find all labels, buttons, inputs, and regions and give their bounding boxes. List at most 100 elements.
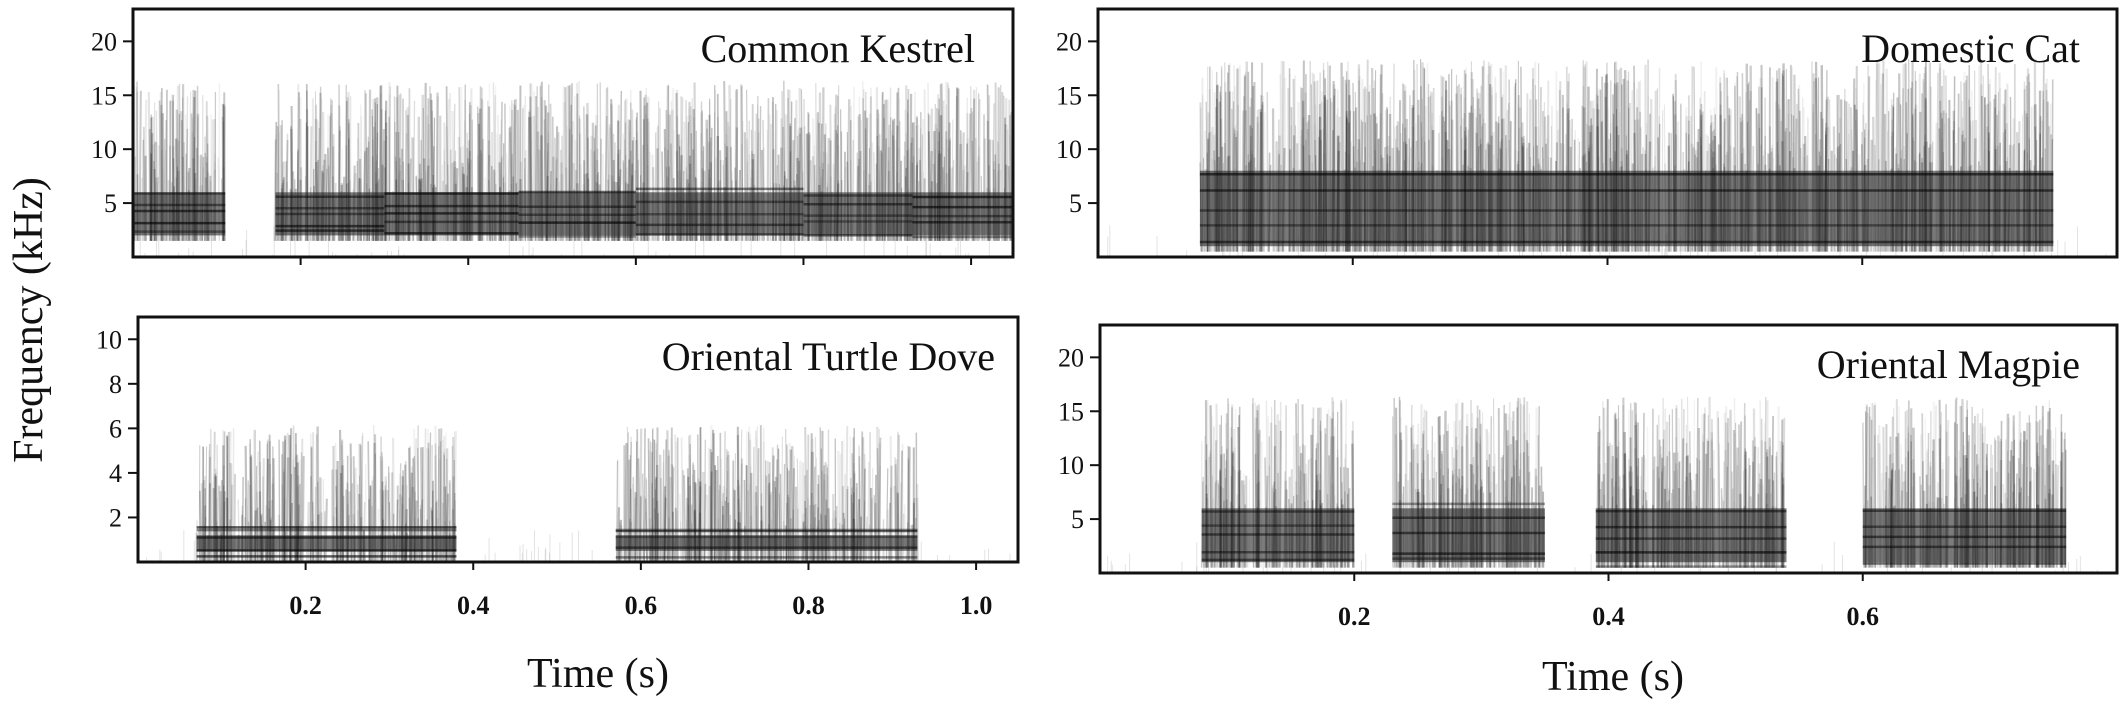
spectral-streak [974, 161, 979, 241]
spectral-streak [1591, 108, 1595, 252]
spectral-streak [368, 89, 372, 241]
spectral-streak [430, 99, 435, 241]
spectral-streak [1270, 406, 1273, 568]
spectral-streak [1314, 479, 1318, 568]
spectral-streak [783, 171, 786, 241]
call-energy-band [275, 192, 385, 236]
spectral-streak [171, 146, 175, 241]
spectral-streak [174, 177, 177, 241]
spectral-streak [846, 161, 850, 241]
spectral-streak [799, 127, 804, 241]
spectral-streak [757, 104, 760, 241]
spectral-streak [1332, 88, 1336, 252]
spectral-streak [2023, 110, 2026, 252]
spectral-streak [881, 91, 884, 241]
spectral-streak [966, 97, 969, 241]
spectral-streak [851, 139, 855, 241]
spectral-streak [400, 165, 403, 241]
spectral-streak [366, 136, 369, 241]
spectral-streak [1385, 157, 1389, 252]
spectral-streak [1418, 86, 1422, 252]
spectral-streak [634, 140, 638, 241]
spectral-streak [487, 180, 491, 241]
spectral-streak [804, 426, 808, 563]
spectral-streak [909, 142, 913, 241]
spectral-streak [134, 156, 138, 241]
y-tick-label: 20 [1058, 343, 1084, 372]
spectral-streak [1513, 83, 1516, 252]
spectral-streak [1657, 439, 1661, 568]
spectral-streak [1863, 164, 1868, 252]
spectral-streak [790, 101, 793, 241]
spectral-streak [396, 85, 399, 241]
spectral-streak [1260, 62, 1264, 252]
spectral-streak [630, 175, 634, 241]
spectral-streak [567, 85, 571, 241]
spectral-streak [331, 100, 334, 241]
spectral-streak [1213, 160, 1217, 252]
spectral-streak [603, 191, 607, 241]
spectral-streak [572, 163, 576, 241]
spectral-streak [1244, 110, 1248, 252]
spectral-streak [380, 109, 383, 241]
spectral-streak [1430, 112, 1434, 252]
x-ticks [299, 257, 973, 265]
spectral-streak [670, 109, 674, 241]
spectral-streak [468, 163, 471, 241]
spectral-streak [204, 152, 206, 241]
spectral-streak [970, 86, 973, 241]
spectral-streak [2050, 134, 2054, 252]
spectral-streak [1760, 64, 1764, 252]
spectral-streak [749, 177, 753, 241]
spectral-streak [1261, 104, 1265, 252]
spectral-streak [998, 85, 1002, 241]
spectral-streak [1532, 78, 1535, 252]
spectral-streak [1756, 493, 1760, 568]
spectral-streak [837, 85, 840, 241]
spectral-streak [463, 99, 468, 241]
spectral-streak [1647, 141, 1652, 252]
spectral-streak [597, 172, 600, 241]
spectral-streak [1741, 72, 1744, 252]
spectral-streak [647, 450, 651, 563]
spectral-streak [889, 87, 892, 241]
spectral-streak [1444, 139, 1449, 252]
spectral-streak [309, 126, 313, 241]
spectral-streak [1710, 122, 1713, 252]
spectral-streak [568, 104, 573, 241]
spectral-streak [1861, 144, 1864, 252]
spectral-streak [387, 82, 391, 241]
spectral-streak [1310, 84, 1313, 252]
spectral-streak [797, 133, 802, 241]
spectral-streak [171, 94, 175, 241]
spectral-streak [1814, 133, 1817, 252]
spectral-streak [886, 160, 890, 241]
spectral-streak [394, 156, 398, 241]
spectral-streak [276, 132, 280, 241]
spectral-streak [618, 169, 622, 241]
spectral-streak [1623, 70, 1628, 252]
spectral-streak [1954, 473, 1958, 568]
spectral-streak [371, 109, 374, 241]
spectral-streak [896, 492, 900, 563]
spectral-streak [1255, 116, 1259, 252]
spectral-streak [546, 112, 550, 241]
spectral-streak [1588, 125, 1592, 252]
spectral-streak [977, 93, 980, 241]
spectral-streak [365, 93, 368, 241]
spectral-streak [688, 174, 691, 241]
spectral-streak [195, 147, 198, 241]
spectral-streak [1673, 101, 1676, 252]
spectral-streak [1314, 123, 1317, 252]
spectral-streak [1481, 123, 1484, 252]
spectral-streak [864, 117, 869, 241]
spectral-streak [1719, 114, 1722, 252]
spectral-streak [1932, 439, 1936, 568]
spectral-streak [1890, 104, 1894, 252]
spectral-streak [756, 118, 760, 241]
spectral-streak [1449, 149, 1452, 252]
spectral-streak [533, 91, 536, 241]
spectral-streak [1918, 111, 1922, 252]
spectral-streak [661, 151, 664, 241]
spectral-streak [759, 106, 762, 241]
